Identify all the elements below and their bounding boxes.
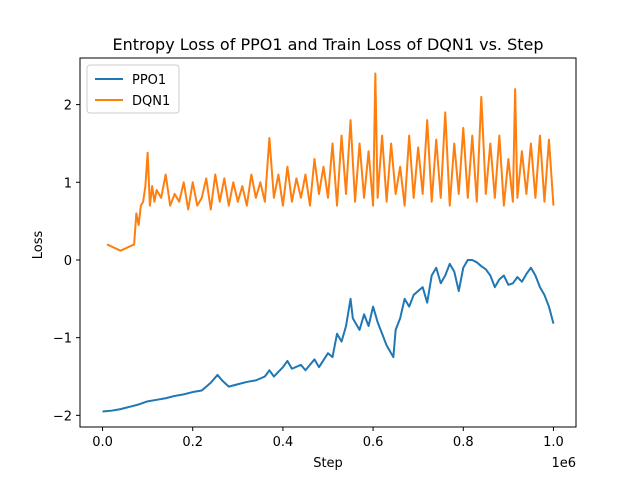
y-tick-label: −2 [53, 409, 72, 424]
x-offset-label: 1e6 [551, 456, 576, 471]
x-tick-label: 0.8 [453, 435, 474, 450]
series-line-ppo1 [102, 258, 555, 413]
x-tick-label: 1.0 [543, 435, 564, 450]
x-tick-label: 0.0 [92, 435, 113, 450]
axes-frame [79, 57, 577, 428]
y-tick-label: 1 [64, 176, 72, 191]
chart-title: Entropy Loss of PPO1 and Train Loss of D… [113, 35, 544, 54]
legend-label-ppo1: PPO1 [132, 73, 166, 88]
y-axis: −2 −1 0 1 2 [53, 99, 80, 424]
x-tick-label: 0.4 [273, 435, 294, 450]
y-tick-label: 0 [64, 254, 72, 269]
x-axis: 0.0 0.2 0.4 0.6 0.8 1.0 [92, 427, 564, 450]
x-tick-label: 0.6 [363, 435, 384, 450]
legend-label-dqn1: DQN1 [132, 94, 170, 109]
series-line-dqn1 [106, 72, 555, 252]
y-tick-label: −1 [53, 332, 72, 347]
x-axis-label: Step [313, 456, 343, 471]
y-axis-label: Loss [31, 231, 46, 260]
legend: PPO1 DQN1 [86, 64, 180, 114]
x-tick-label: 0.2 [182, 435, 203, 450]
plot-area [79, 57, 577, 428]
y-tick-label: 2 [64, 99, 72, 114]
